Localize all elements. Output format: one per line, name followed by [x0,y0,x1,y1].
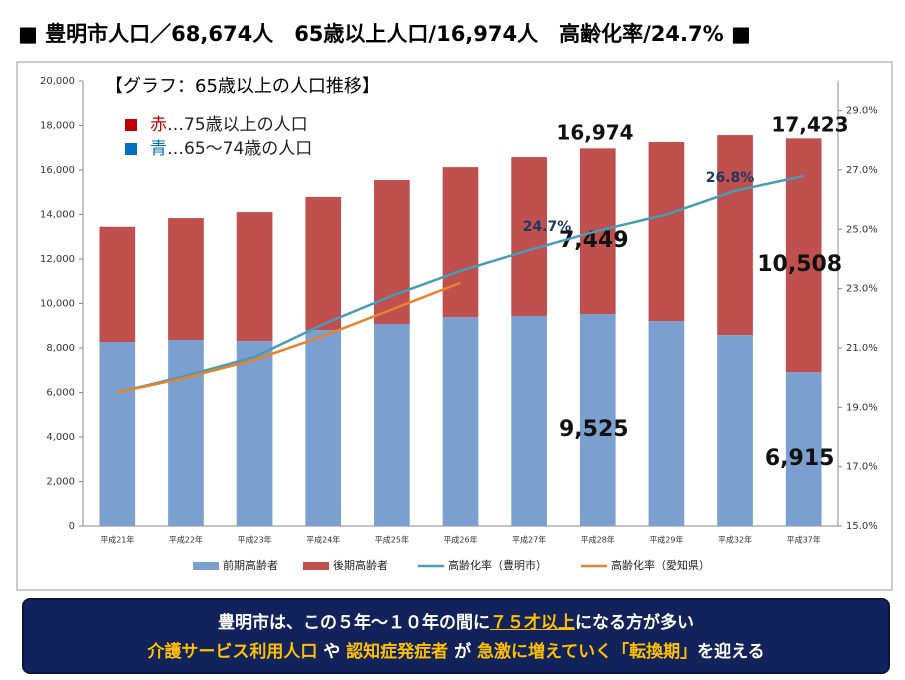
x-tick-label: 平成26年 [443,535,477,545]
banner: 豊明市は、この５年～１０年の間に７５才以上になる方が多い 介護サービス利用人口 … [22,598,890,674]
legend-label: 高齢化率（愛知県） [611,558,710,572]
y-tick-label: 14,000 [40,210,75,221]
bar-segment [168,339,204,526]
y-tick-label: 0 [69,521,75,532]
x-tick-label: 平成25年 [375,535,409,545]
slide-title: ■ 豊明市人口／68,674人 65歳以上人口/16,974人 高齢化率/24.… [18,22,751,46]
y2-tick-label: 23.0% [846,284,878,295]
x-tick-label: 平成21年 [100,535,134,545]
note-swatch [125,143,137,155]
banner-text: 豊明市は、この５年～１０年の間に [218,613,490,633]
bar-segment [236,212,273,342]
chart-subtitle: 【グラフ：65歳以上の人口推移】 [105,76,380,97]
y2-tick-label: 25.0% [846,224,878,235]
y-tick-label: 12,000 [40,254,75,265]
banner-text: が [448,642,478,662]
bar-segment [717,335,753,526]
y2-tick-label: 15.0% [846,521,878,532]
banner-highlight: ７５才以上 [490,613,575,633]
x-tick-label: 平成37年 [787,535,821,545]
y-tick-label: 6,000 [46,388,75,399]
y-tick-label: 16,000 [40,165,75,176]
bar-segment [511,157,547,316]
banner-line: 介護サービス利用人口 や 認知症発症者 が 急激に増えていく「転換期」を迎える [24,637,888,662]
banner-highlight: 介護サービス利用人口 [147,642,318,662]
bar-segment [99,226,136,342]
legend-marker [303,562,329,570]
bar-segment [717,135,753,336]
line-series [117,281,461,394]
annotation: 24.7% [523,219,572,235]
note: 青…65～74歳の人口 [150,139,312,159]
data-label: 6,915 [765,446,835,471]
banner-text: になる方が多い [575,613,694,633]
note-key: 赤 [150,115,167,135]
x-tick-label: 平成22年 [169,535,203,545]
annotation: 17,423 [771,113,848,137]
bar-segment [442,167,479,318]
bar-segment [99,341,136,526]
data-label: 9,525 [559,417,629,442]
y-tick-label: 20,000 [40,76,75,87]
legend-marker [193,562,219,570]
y-tick-label: 4,000 [46,432,75,443]
bar-segment [785,372,822,526]
legend-label: 後期高齢者 [333,558,388,572]
bar-segment [168,218,204,340]
note-text: …65～74歳の人口 [167,139,312,159]
y2-tick-label: 27.0% [846,165,878,176]
annotation: 26.8% [706,170,755,186]
banner-highlight: 認知症発症者 [346,642,449,662]
note-key: 青 [150,139,167,159]
bar-segment [511,315,547,526]
x-tick-label: 平成28年 [581,535,615,545]
bar-segment [648,141,685,322]
x-tick-label: 平成29年 [649,535,683,545]
note: 赤…75歳以上の人口 [150,115,308,135]
line-series [117,174,804,394]
y-tick-label: 8,000 [46,343,75,354]
x-tick-label: 平成32年 [718,535,752,545]
y-tick-label: 10,000 [40,299,75,310]
annotation: 16,974 [556,121,633,145]
banner-text: や [317,642,347,662]
y-tick-label: 2,000 [46,477,75,488]
banner-line: 豊明市は、この５年～１０年の間に７５才以上になる方が多い [24,608,888,633]
note-text: …75歳以上の人口 [167,115,308,135]
y2-tick-label: 17.0% [846,462,878,473]
legend-label: 高齢化率（豊明市） [448,558,547,572]
chart: 【グラフ：65歳以上の人口推移】 赤…75歳以上の人口青…65～74歳の人口02… [16,61,893,591]
bar-segment [305,330,342,526]
x-tick-label: 平成24年 [306,535,340,545]
y-tick-label: 18,000 [40,121,75,132]
y2-tick-label: 29.0% [846,106,878,117]
legend-label: 前期高齢者 [223,558,278,572]
bar-segment [374,323,410,526]
bar-segment [648,321,685,526]
y2-tick-label: 19.0% [846,402,878,413]
y2-tick-label: 21.0% [846,343,878,354]
x-tick-label: 平成23年 [237,535,271,545]
bar-segment [236,341,273,526]
banner-text: を迎える [697,642,765,662]
bar-segment [579,314,616,526]
note-swatch [125,119,137,131]
bar-segment [305,196,342,331]
data-label: 10,508 [757,252,842,277]
bar-segment [374,180,410,324]
bar-segment [442,317,479,526]
x-tick-label: 平成27年 [512,535,546,545]
banner-highlight: 急激に増えていく「転換期」 [477,642,698,662]
